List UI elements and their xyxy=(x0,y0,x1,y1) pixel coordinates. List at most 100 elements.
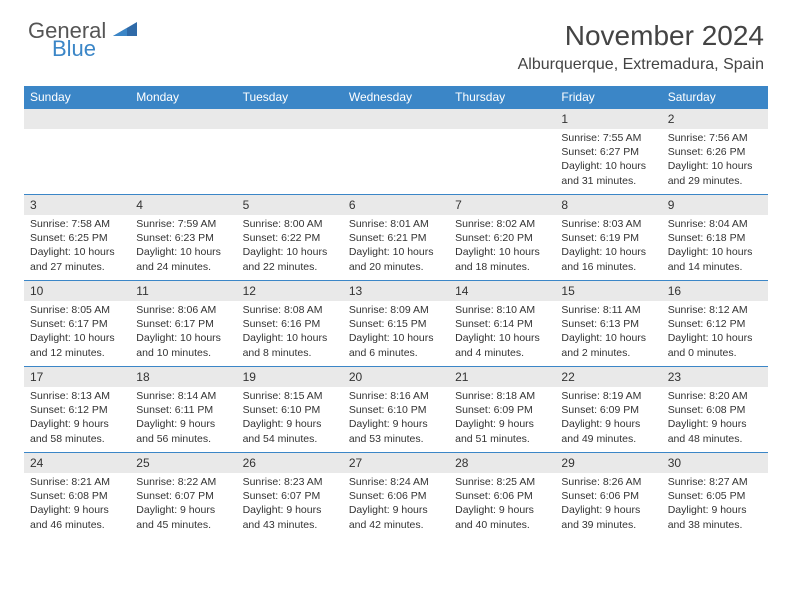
calendar-cell: 18Sunrise: 8:14 AMSunset: 6:11 PMDayligh… xyxy=(130,367,236,453)
day-number-band: 21 xyxy=(449,367,555,387)
sunrise-line: Sunrise: 8:02 AM xyxy=(455,217,549,231)
sunrise-line: Sunrise: 8:12 AM xyxy=(668,303,762,317)
sunrise-line: Sunrise: 8:23 AM xyxy=(243,475,337,489)
daylight-line-1: Daylight: 10 hours xyxy=(243,331,337,345)
sunrise-line: Sunrise: 8:15 AM xyxy=(243,389,337,403)
day-header: Sunday xyxy=(24,86,130,109)
daylight-line-1: Daylight: 10 hours xyxy=(668,159,762,173)
sunset-line: Sunset: 6:17 PM xyxy=(30,317,124,331)
cell-body: Sunrise: 8:05 AMSunset: 6:17 PMDaylight:… xyxy=(24,301,130,364)
sunrise-line: Sunrise: 8:06 AM xyxy=(136,303,230,317)
day-number-band: 26 xyxy=(237,453,343,473)
sunset-line: Sunset: 6:09 PM xyxy=(561,403,655,417)
cell-body xyxy=(343,129,449,135)
calendar-cell: 19Sunrise: 8:15 AMSunset: 6:10 PMDayligh… xyxy=(237,367,343,453)
daylight-line-2: and 22 minutes. xyxy=(243,260,337,274)
sunset-line: Sunset: 6:17 PM xyxy=(136,317,230,331)
daylight-line-2: and 46 minutes. xyxy=(30,518,124,532)
calendar-cell: 4Sunrise: 7:59 AMSunset: 6:23 PMDaylight… xyxy=(130,195,236,281)
sunrise-line: Sunrise: 8:18 AM xyxy=(455,389,549,403)
cell-body: Sunrise: 8:24 AMSunset: 6:06 PMDaylight:… xyxy=(343,473,449,536)
sunrise-line: Sunrise: 7:55 AM xyxy=(561,131,655,145)
day-header: Friday xyxy=(555,86,661,109)
daylight-line-2: and 12 minutes. xyxy=(30,346,124,360)
day-number-band xyxy=(130,109,236,129)
daylight-line-1: Daylight: 10 hours xyxy=(561,159,655,173)
day-number-band: 28 xyxy=(449,453,555,473)
day-number-band: 4 xyxy=(130,195,236,215)
day-header: Saturday xyxy=(662,86,768,109)
day-header: Thursday xyxy=(449,86,555,109)
calendar-head: SundayMondayTuesdayWednesdayThursdayFrid… xyxy=(24,86,768,109)
cell-body: Sunrise: 8:11 AMSunset: 6:13 PMDaylight:… xyxy=(555,301,661,364)
day-number-band: 10 xyxy=(24,281,130,301)
daylight-line-1: Daylight: 10 hours xyxy=(455,331,549,345)
cell-body: Sunrise: 8:13 AMSunset: 6:12 PMDaylight:… xyxy=(24,387,130,450)
calendar-cell: 3Sunrise: 7:58 AMSunset: 6:25 PMDaylight… xyxy=(24,195,130,281)
cell-body: Sunrise: 8:23 AMSunset: 6:07 PMDaylight:… xyxy=(237,473,343,536)
day-number-band: 8 xyxy=(555,195,661,215)
daylight-line-2: and 0 minutes. xyxy=(668,346,762,360)
sunrise-line: Sunrise: 7:58 AM xyxy=(30,217,124,231)
day-number-band xyxy=(343,109,449,129)
day-number-band: 27 xyxy=(343,453,449,473)
cell-body: Sunrise: 8:27 AMSunset: 6:05 PMDaylight:… xyxy=(662,473,768,536)
day-number-band: 20 xyxy=(343,367,449,387)
sunset-line: Sunset: 6:21 PM xyxy=(349,231,443,245)
sunset-line: Sunset: 6:12 PM xyxy=(30,403,124,417)
location-subtitle: Alburquerque, Extremadura, Spain xyxy=(518,56,764,74)
daylight-line-1: Daylight: 10 hours xyxy=(668,245,762,259)
calendar-cell xyxy=(130,109,236,195)
cell-body: Sunrise: 8:04 AMSunset: 6:18 PMDaylight:… xyxy=(662,215,768,278)
cell-body: Sunrise: 8:12 AMSunset: 6:12 PMDaylight:… xyxy=(662,301,768,364)
calendar-cell xyxy=(237,109,343,195)
daylight-line-2: and 14 minutes. xyxy=(668,260,762,274)
calendar-cell: 17Sunrise: 8:13 AMSunset: 6:12 PMDayligh… xyxy=(24,367,130,453)
sunrise-line: Sunrise: 8:26 AM xyxy=(561,475,655,489)
daylight-line-1: Daylight: 10 hours xyxy=(561,331,655,345)
daylight-line-2: and 27 minutes. xyxy=(30,260,124,274)
day-header-row: SundayMondayTuesdayWednesdayThursdayFrid… xyxy=(24,86,768,109)
daylight-line-2: and 6 minutes. xyxy=(349,346,443,360)
day-number-band: 18 xyxy=(130,367,236,387)
cell-body: Sunrise: 8:08 AMSunset: 6:16 PMDaylight:… xyxy=(237,301,343,364)
sunset-line: Sunset: 6:07 PM xyxy=(243,489,337,503)
sunrise-line: Sunrise: 8:00 AM xyxy=(243,217,337,231)
calendar-week-row: 10Sunrise: 8:05 AMSunset: 6:17 PMDayligh… xyxy=(24,281,768,367)
daylight-line-2: and 56 minutes. xyxy=(136,432,230,446)
logo-text: General Blue xyxy=(28,20,139,60)
day-number-band: 11 xyxy=(130,281,236,301)
daylight-line-2: and 4 minutes. xyxy=(455,346,549,360)
cell-body: Sunrise: 8:21 AMSunset: 6:08 PMDaylight:… xyxy=(24,473,130,536)
daylight-line-2: and 43 minutes. xyxy=(243,518,337,532)
calendar-cell: 6Sunrise: 8:01 AMSunset: 6:21 PMDaylight… xyxy=(343,195,449,281)
sunrise-line: Sunrise: 8:19 AM xyxy=(561,389,655,403)
sunset-line: Sunset: 6:23 PM xyxy=(136,231,230,245)
cell-body: Sunrise: 8:20 AMSunset: 6:08 PMDaylight:… xyxy=(662,387,768,450)
cell-body: Sunrise: 8:16 AMSunset: 6:10 PMDaylight:… xyxy=(343,387,449,450)
cell-body: Sunrise: 7:58 AMSunset: 6:25 PMDaylight:… xyxy=(24,215,130,278)
day-number-band: 29 xyxy=(555,453,661,473)
sunrise-line: Sunrise: 8:14 AM xyxy=(136,389,230,403)
cell-body: Sunrise: 8:19 AMSunset: 6:09 PMDaylight:… xyxy=(555,387,661,450)
day-number-band: 30 xyxy=(662,453,768,473)
sunrise-line: Sunrise: 8:09 AM xyxy=(349,303,443,317)
daylight-line-1: Daylight: 9 hours xyxy=(136,417,230,431)
daylight-line-1: Daylight: 9 hours xyxy=(561,417,655,431)
daylight-line-1: Daylight: 9 hours xyxy=(668,503,762,517)
day-number-band: 17 xyxy=(24,367,130,387)
calendar-cell: 20Sunrise: 8:16 AMSunset: 6:10 PMDayligh… xyxy=(343,367,449,453)
day-number-band: 22 xyxy=(555,367,661,387)
daylight-line-1: Daylight: 10 hours xyxy=(349,331,443,345)
day-number-band: 9 xyxy=(662,195,768,215)
sunrise-line: Sunrise: 8:21 AM xyxy=(30,475,124,489)
day-number-band: 7 xyxy=(449,195,555,215)
cell-body: Sunrise: 8:15 AMSunset: 6:10 PMDaylight:… xyxy=(237,387,343,450)
calendar-cell: 5Sunrise: 8:00 AMSunset: 6:22 PMDaylight… xyxy=(237,195,343,281)
calendar-week-row: 17Sunrise: 8:13 AMSunset: 6:12 PMDayligh… xyxy=(24,367,768,453)
daylight-line-2: and 31 minutes. xyxy=(561,174,655,188)
cell-body: Sunrise: 8:14 AMSunset: 6:11 PMDaylight:… xyxy=(130,387,236,450)
calendar-cell: 16Sunrise: 8:12 AMSunset: 6:12 PMDayligh… xyxy=(662,281,768,367)
day-number-band: 6 xyxy=(343,195,449,215)
calendar-cell: 1Sunrise: 7:55 AMSunset: 6:27 PMDaylight… xyxy=(555,109,661,195)
